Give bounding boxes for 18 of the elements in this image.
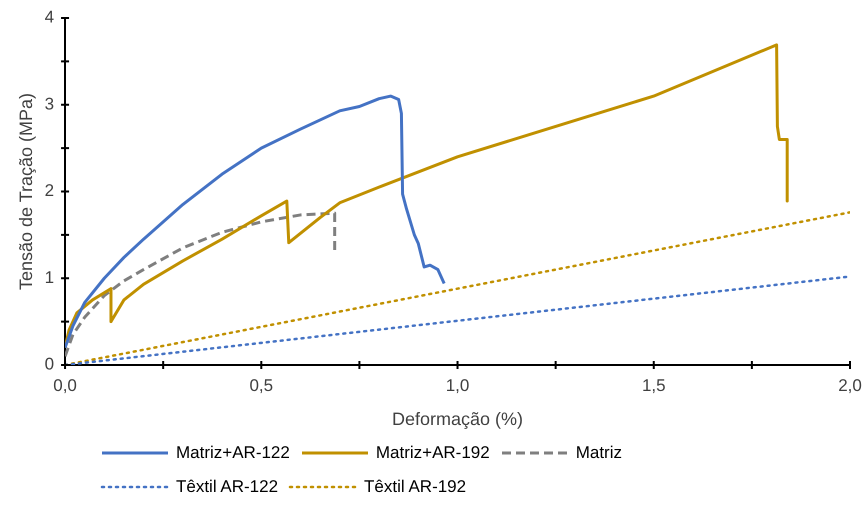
x-tick-label: 1,5 [642, 376, 666, 395]
x-tick-label: 0,0 [53, 376, 77, 395]
legend-label: Têxtil AR-122 [176, 477, 278, 497]
x-tick-label: 1,0 [446, 376, 470, 395]
legend-label: Matriz+AR-122 [176, 443, 290, 463]
legend-label: Matriz+AR-192 [376, 443, 490, 463]
y-axis-title: Tensão de Tração (MPa) [16, 92, 36, 290]
y-tick-label: 1 [44, 268, 54, 287]
y-tick-label: 4 [44, 8, 54, 27]
line-series [65, 212, 336, 358]
y-tick-label: 3 [44, 94, 54, 114]
y-tick-label: 0 [44, 354, 54, 374]
x-axis-title: Deformação (%) [392, 409, 524, 430]
y-tick-label: 2 [44, 181, 54, 200]
legend-label: Matriz [576, 443, 622, 463]
legend-label: Têxtil AR-192 [364, 477, 466, 497]
x-tick-label: 0,5 [249, 376, 274, 395]
x-tick-label: 2,0 [838, 376, 862, 395]
